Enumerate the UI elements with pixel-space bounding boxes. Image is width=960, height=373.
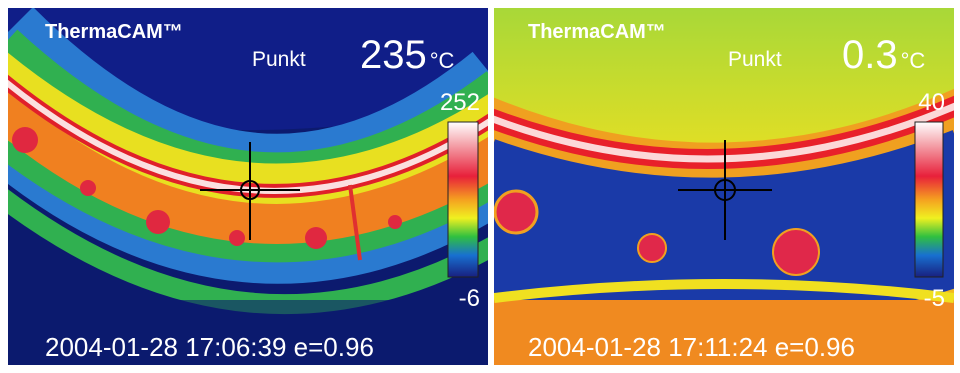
temperature-value: 0.3 [842, 33, 898, 77]
scale-max-label: 252 [440, 89, 480, 116]
temperature-unit: °C [901, 48, 926, 73]
page: ThermaCAM™Punkt235°C252-62004-01-28 17:0… [0, 0, 960, 373]
color-scale-bar [915, 122, 943, 277]
timestamp-emissivity: 2004-01-28 17:11:24 e=0.96 [528, 332, 855, 362]
brand-label: ThermaCAM™ [45, 21, 183, 43]
brand-label: ThermaCAM™ [528, 21, 666, 43]
temperature-unit: °C [430, 48, 455, 73]
mode-label: Punkt [252, 48, 306, 71]
scale-max-label: 40 [918, 89, 945, 116]
temperature-value: 235 [360, 33, 427, 77]
color-scale-bar [448, 122, 478, 277]
thermal-comparison: ThermaCAM™Punkt235°C252-62004-01-28 17:0… [0, 0, 960, 373]
mode-label: Punkt [728, 48, 782, 71]
scale-min-label: -5 [924, 285, 945, 312]
scale-min-label: -6 [459, 285, 480, 312]
timestamp-emissivity: 2004-01-28 17:06:39 e=0.96 [45, 332, 374, 362]
